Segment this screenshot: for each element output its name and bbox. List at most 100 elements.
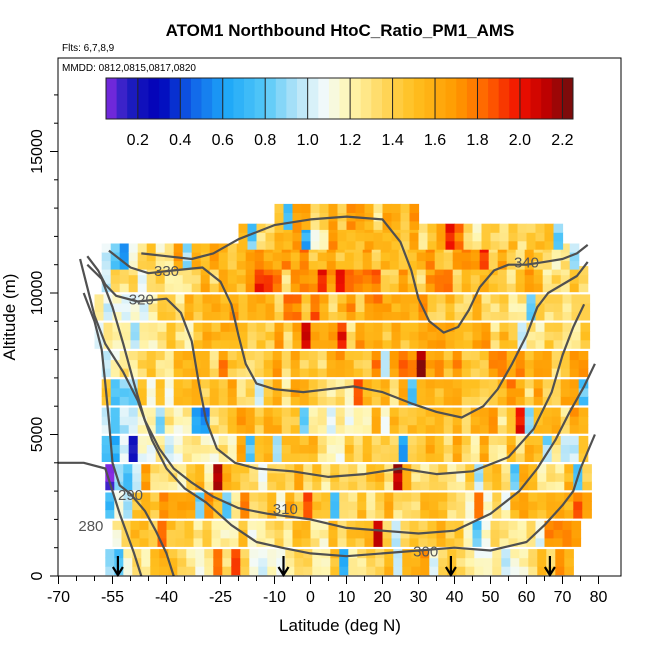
heatmap-cell bbox=[533, 252, 544, 262]
heatmap-cell bbox=[238, 537, 249, 547]
heatmap-cell bbox=[265, 311, 276, 321]
heatmap-cell bbox=[195, 549, 205, 559]
heatmap-cell bbox=[569, 379, 580, 389]
heatmap-cell bbox=[283, 331, 294, 341]
heatmap-cell bbox=[373, 331, 384, 341]
heatmap-cell bbox=[411, 492, 421, 502]
heatmap-cell bbox=[456, 481, 466, 491]
heatmap-cell bbox=[330, 464, 340, 474]
heatmap-cell bbox=[499, 223, 510, 233]
heatmap-cell bbox=[542, 266, 553, 276]
heatmap-cell bbox=[393, 549, 403, 559]
heatmap-cell bbox=[436, 223, 447, 233]
heatmap-cell bbox=[373, 520, 384, 530]
y-tick-label: 10000 bbox=[29, 271, 46, 316]
heatmap-cell bbox=[362, 444, 373, 454]
heatmap-cell bbox=[578, 452, 589, 462]
heatmap-cell bbox=[265, 294, 276, 304]
heatmap-cell bbox=[562, 520, 573, 530]
heatmap-cell bbox=[335, 396, 346, 406]
heatmap-cell bbox=[299, 252, 310, 262]
heatmap-cell bbox=[526, 331, 537, 341]
contour-line bbox=[86, 255, 586, 478]
heatmap-cell bbox=[418, 240, 429, 250]
heatmap-cell bbox=[535, 537, 546, 547]
heatmap-cell bbox=[546, 492, 556, 502]
heatmap-cell bbox=[564, 549, 574, 559]
heatmap-cell bbox=[542, 407, 553, 417]
heatmap-cell bbox=[146, 424, 157, 434]
heatmap-cell bbox=[546, 549, 556, 559]
heatmap-cell bbox=[398, 359, 409, 369]
heatmap-cell bbox=[128, 444, 139, 454]
heatmap-cell bbox=[220, 537, 231, 547]
heatmap-cell bbox=[488, 379, 499, 389]
heatmap-cell bbox=[317, 387, 328, 397]
heatmap-cell bbox=[382, 537, 393, 547]
heatmap-cell bbox=[220, 520, 231, 530]
heatmap-cell bbox=[533, 444, 544, 454]
heatmap-cell bbox=[407, 252, 418, 262]
heatmap-cell bbox=[184, 311, 195, 321]
heatmap-cell bbox=[150, 464, 160, 474]
heatmap-cell bbox=[245, 266, 256, 276]
heatmap-cell bbox=[155, 379, 166, 389]
heatmap-cell bbox=[445, 322, 456, 332]
heatmap-cell bbox=[409, 331, 420, 341]
heatmap-cell bbox=[213, 492, 223, 502]
heatmap-cell bbox=[292, 232, 303, 242]
heatmap-cell bbox=[366, 501, 376, 511]
heatmap-cell bbox=[506, 416, 517, 426]
heatmap-cell bbox=[245, 396, 256, 406]
heatmap-cell bbox=[571, 322, 582, 332]
heatmap-cell bbox=[220, 331, 231, 341]
heatmap-cell bbox=[254, 368, 265, 378]
heatmap-cell bbox=[148, 537, 159, 547]
heatmap-cell bbox=[229, 302, 240, 312]
heatmap-cell bbox=[490, 331, 501, 341]
heatmap-cell bbox=[195, 566, 205, 576]
heatmap-cell bbox=[182, 407, 193, 417]
heatmap-cell bbox=[447, 481, 457, 491]
heatmap-cell bbox=[137, 243, 148, 253]
heatmap-cell bbox=[335, 435, 346, 445]
heatmap-cell bbox=[362, 368, 373, 378]
heatmap-cell bbox=[137, 416, 148, 426]
heatmap-cell bbox=[301, 322, 312, 332]
heatmap-cell bbox=[110, 435, 121, 445]
heatmap-cell bbox=[357, 492, 367, 502]
heatmap-cell bbox=[256, 311, 267, 321]
heatmap-cell bbox=[481, 240, 492, 250]
heatmap-cell bbox=[218, 379, 229, 389]
colorbar-swatch bbox=[456, 78, 468, 119]
heatmap-cell bbox=[443, 407, 454, 417]
heatmap-cell bbox=[292, 294, 303, 304]
heatmap-cell bbox=[407, 407, 418, 417]
heatmap-cell bbox=[537, 464, 547, 474]
heatmap-cell bbox=[317, 351, 328, 361]
heatmap-cell bbox=[564, 501, 574, 511]
heatmap-cell bbox=[202, 339, 213, 349]
heatmap-cell bbox=[211, 322, 222, 332]
heatmap-cell bbox=[544, 232, 555, 242]
heatmap-cell bbox=[470, 387, 481, 397]
heatmap-cell bbox=[173, 359, 184, 369]
heatmap-cell bbox=[159, 549, 169, 559]
heatmap-cell bbox=[193, 322, 204, 332]
contour-line bbox=[108, 249, 589, 419]
heatmap-cell bbox=[200, 379, 211, 389]
heatmap-cell bbox=[436, 339, 447, 349]
heatmap-cell bbox=[447, 557, 457, 567]
heatmap-cell bbox=[483, 472, 493, 482]
heatmap-cell bbox=[409, 339, 420, 349]
heatmap-cell bbox=[344, 266, 355, 276]
heatmap-cell bbox=[155, 260, 166, 270]
heatmap-cell bbox=[497, 435, 508, 445]
heatmap-cell bbox=[470, 444, 481, 454]
heatmap-cell bbox=[497, 351, 508, 361]
colorbar-swatch bbox=[498, 78, 510, 119]
heatmap-cell bbox=[535, 240, 546, 250]
heatmap-cell bbox=[335, 266, 346, 276]
heatmap-cell bbox=[299, 260, 310, 270]
heatmap-cell bbox=[409, 203, 420, 213]
